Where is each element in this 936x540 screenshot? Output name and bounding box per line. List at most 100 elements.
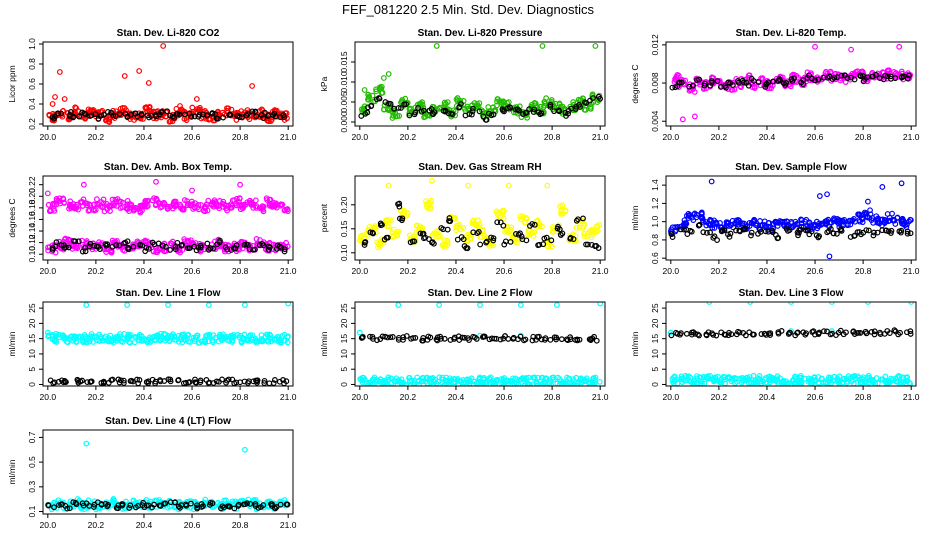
data-point [891,327,898,334]
data-point [821,328,827,335]
data-point [786,329,793,336]
data-point [178,242,185,249]
data-point [70,113,77,120]
data-points [667,302,915,386]
data-point [733,221,740,227]
data-point [523,375,530,381]
data-point [87,113,93,119]
data-point [736,329,743,336]
data-point [202,338,209,344]
data-point [671,377,678,384]
data-point [53,239,60,246]
data-point [79,109,85,116]
data-point [120,377,127,384]
x-tick-label: 20.4 [448,132,465,142]
data-point [104,241,111,248]
data-point [382,333,389,340]
data-point [894,214,901,221]
data-point [806,72,812,79]
data-point [758,331,765,337]
y-tick-label: 0.15 [339,220,349,237]
data-point [253,236,260,242]
series-secondary [361,200,602,252]
data-point [124,302,131,308]
x-tick-label: 20.4 [759,266,776,276]
data-point [594,99,601,105]
data-point [708,218,715,224]
data-point [892,75,899,82]
data-point [184,332,191,339]
data-point [708,178,715,185]
data-point [166,338,173,345]
plot-frame [354,175,606,261]
data-point [233,242,240,249]
data-point [454,236,461,243]
data-point [574,336,581,343]
data-point [829,76,836,82]
data-point [681,226,687,233]
x-tick-label: 20.8 [544,132,561,142]
data-point [118,111,125,118]
data-point [513,106,519,113]
data-point [52,94,58,100]
data-point [400,334,407,341]
data-point [107,332,114,339]
data-point [887,379,894,386]
data-point [157,503,164,509]
data-point [503,378,510,385]
x-tick-label: 20.2 [88,392,105,402]
y-axis-label: ml/min [319,331,329,356]
data-point [361,103,368,110]
data-point [505,336,512,342]
data-point [745,72,752,79]
data-point [200,207,207,214]
data-point [49,101,56,107]
y-tick-label: 0.12 [27,234,37,251]
x-tick-label: 20.4 [448,266,465,276]
data-point [560,379,567,386]
data-point [141,202,148,208]
data-point [247,500,254,507]
data-point [740,79,747,86]
data-point [527,223,533,229]
data-point [73,105,80,111]
data-point [80,502,87,509]
data-points [46,43,290,126]
data-point [727,230,734,237]
x-tick-label: 20.4 [448,392,465,402]
data-point [493,102,500,109]
panel-line1: Stan. Dev. Line 1 Flow ml/min 20.0 20.2 20.4… [7,288,297,402]
data-point [748,229,755,236]
data-point [373,88,380,95]
panel-rh: Stan. Dev. Gas Stream RH percent 20.0 20.2 2… [319,162,609,276]
data-point [693,373,700,379]
data-points [669,43,914,123]
data-point [872,380,879,386]
y-tick-label: 0.16 [27,211,37,228]
data-point [575,379,582,386]
x-tick-label: 20.2 [400,392,417,402]
data-point [900,220,907,227]
plot-frame [665,301,917,387]
data-point [444,226,451,233]
data-point [181,111,188,118]
plot-frame [42,41,294,127]
data-point [121,105,128,111]
data-point [406,112,413,119]
data-point [531,106,538,113]
data-point [109,376,116,383]
data-point [172,246,179,253]
data-point [164,108,171,115]
data-point [824,191,830,198]
data-point [193,334,200,341]
data-point [704,229,710,236]
x-tick-label: 20.2 [88,266,105,276]
data-point [530,233,537,239]
data-point [812,378,819,384]
x-tick-label: 20.0 [663,132,680,142]
data-point [459,334,466,341]
data-point [122,110,129,117]
data-point [490,237,497,244]
data-point [390,232,397,239]
data-points [667,178,914,260]
